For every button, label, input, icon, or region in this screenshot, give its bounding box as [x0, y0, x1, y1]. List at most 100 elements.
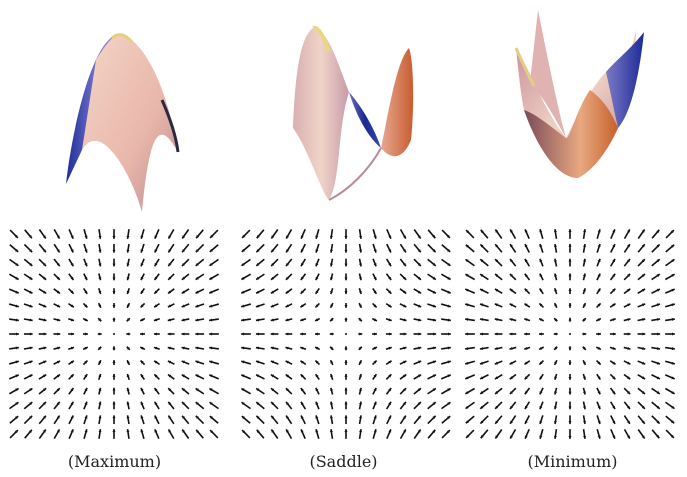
field-arrow: [385, 332, 392, 336]
field-arrow: [524, 387, 531, 395]
field-arrow: [255, 360, 265, 365]
field-arrow: [53, 332, 61, 336]
field-arrow: [553, 401, 558, 410]
field-arrow: [651, 387, 661, 395]
field-arrow: [539, 229, 544, 239]
panel-maximum: (Maximum): [0, 0, 229, 477]
field-arrow: [344, 273, 348, 281]
field-arrow: [399, 360, 407, 365]
field-arrow: [330, 288, 334, 295]
field-arrow: [440, 273, 452, 281]
field-arrow: [553, 429, 558, 439]
field-arrow: [665, 244, 675, 253]
field-arrow: [609, 373, 616, 380]
field-arrow: [330, 387, 334, 395]
field-arrow: [479, 273, 489, 281]
field-arrow: [637, 360, 646, 365]
field-arrow: [314, 317, 321, 322]
field-arrow: [314, 346, 321, 351]
field-arrow: [399, 303, 407, 308]
field-arrow: [524, 346, 531, 350]
field-arrow: [609, 273, 616, 281]
field-arrow: [9, 244, 19, 253]
field-arrow: [623, 401, 631, 410]
field-arrow: [195, 243, 205, 253]
field-arrow: [344, 346, 348, 351]
field-arrow: [358, 317, 363, 322]
field-arrow: [358, 229, 363, 239]
field-arrow: [413, 303, 422, 308]
field-arrow: [465, 429, 475, 439]
field-arrow: [329, 302, 334, 309]
field-arrow: [126, 288, 130, 295]
field-arrow: [596, 273, 601, 281]
field-arrow: [68, 318, 75, 322]
field-arrow: [464, 288, 476, 294]
field-arrow: [314, 302, 321, 309]
field-arrow: [98, 273, 102, 281]
field-arrow: [68, 302, 75, 308]
field-arrow: [651, 288, 661, 294]
field-arrow: [371, 317, 378, 322]
field-arrow: [358, 415, 363, 425]
field-arrow: [98, 288, 102, 295]
field-arrow: [329, 429, 334, 439]
field-arrow: [53, 373, 61, 380]
field-arrow: [637, 429, 646, 439]
field-arrow: [538, 346, 545, 351]
field-arrow: [479, 387, 489, 395]
field-arrow: [181, 318, 190, 322]
field-arrow: [38, 303, 47, 308]
field-arrow: [126, 387, 130, 395]
field-arrow: [126, 415, 130, 425]
field-arrow: [181, 332, 190, 336]
field-arrow: [413, 273, 422, 281]
field-arrow: [98, 429, 102, 439]
field-arrow: [479, 332, 489, 336]
field-arrow: [23, 415, 33, 425]
field-arrow: [181, 401, 190, 410]
field-arrow: [153, 318, 160, 322]
field-arrow: [582, 401, 587, 410]
field-arrow: [9, 318, 19, 322]
field-arrow: [582, 243, 587, 253]
field-arrow: [480, 229, 489, 239]
field-arrow: [399, 243, 407, 253]
field-arrow: [285, 303, 293, 308]
field-arrow: [465, 303, 475, 308]
field-arrow: [596, 373, 602, 380]
field-arrow: [344, 258, 348, 267]
field-arrow: [427, 415, 437, 425]
field-arrow: [315, 415, 320, 425]
field-arrow: [330, 273, 334, 281]
field-arrow: [53, 415, 61, 425]
field-arrow: [82, 346, 89, 351]
field-arrow: [371, 302, 378, 309]
field-arrow: [427, 318, 437, 322]
field-arrow: [344, 387, 348, 395]
field-arrow: [153, 401, 160, 410]
field-arrow: [637, 373, 646, 380]
field-arrow: [651, 401, 661, 410]
field-arrow: [270, 332, 279, 336]
field-arrow: [285, 373, 293, 380]
field-arrow: [465, 415, 475, 424]
field-arrow: [209, 360, 219, 365]
field-arrow: [167, 288, 175, 295]
field-arrow: [413, 243, 422, 253]
field-arrow: [241, 332, 251, 336]
field-arrow: [68, 373, 75, 380]
field-arrow: [300, 373, 307, 380]
field-arrow: [53, 228, 61, 240]
field-arrow: [300, 332, 307, 336]
field-arrow: [300, 302, 307, 308]
field-arrow: [479, 243, 489, 253]
field-arrow: [637, 288, 646, 295]
field-arrow: [554, 373, 558, 380]
field-arrow: [524, 318, 531, 322]
field-arrow: [582, 273, 586, 281]
field-arrow: [427, 273, 437, 281]
field-arrow: [465, 346, 475, 351]
field-arrow: [240, 387, 252, 395]
field-arrow: [372, 401, 377, 410]
